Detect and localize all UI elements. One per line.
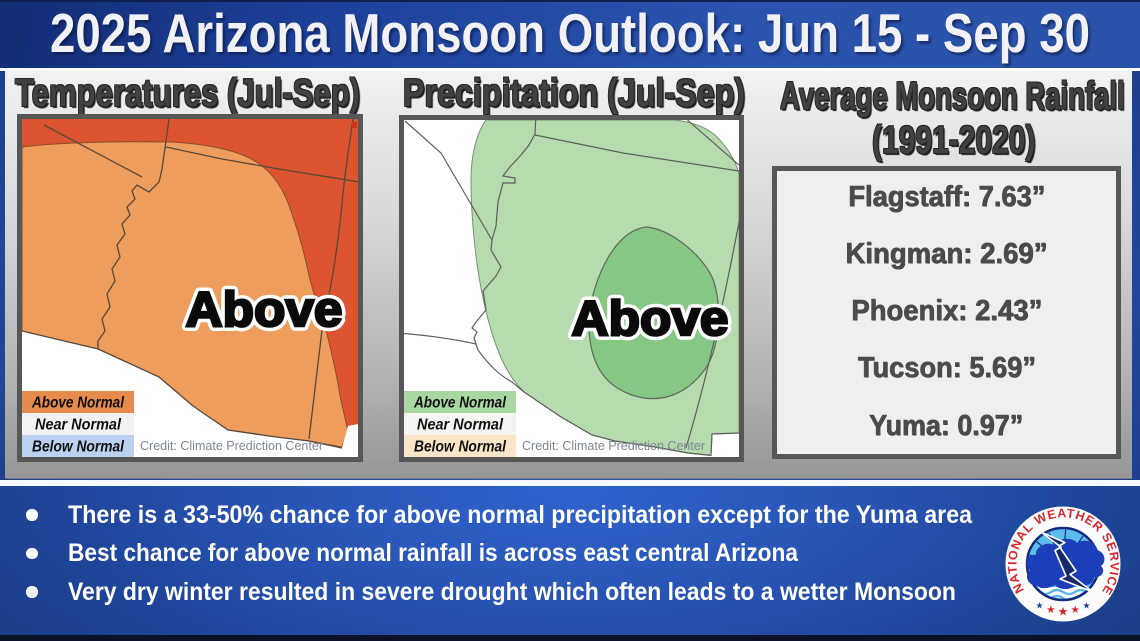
svg-text:Above: Above — [571, 292, 728, 346]
svg-text:★: ★ — [1082, 601, 1090, 611]
svg-text:★: ★ — [1046, 604, 1056, 616]
svg-text:Above Normal: Above Normal — [413, 395, 506, 412]
svg-text:Credit: Climate Prediction Cen: Credit: Climate Prediction Center — [140, 438, 324, 453]
svg-text:★: ★ — [1035, 601, 1043, 611]
svg-text:★: ★ — [1070, 604, 1080, 616]
svg-text:Near Normal: Near Normal — [35, 417, 122, 434]
svg-text:Above: Above — [185, 283, 342, 337]
svg-text:Above: Above — [185, 283, 342, 337]
svg-text:Near Normal: Near Normal — [417, 417, 504, 434]
svg-text:Below Normal: Below Normal — [414, 439, 507, 456]
svg-text:Above Normal: Above Normal — [31, 395, 124, 412]
svg-text:★: ★ — [1058, 605, 1069, 619]
svg-text:Below Normal: Below Normal — [32, 439, 125, 456]
svg-text:Credit: Climate Prediction Cen: Credit: Climate Prediction Center — [522, 438, 706, 453]
svg-text:Above: Above — [571, 292, 728, 346]
